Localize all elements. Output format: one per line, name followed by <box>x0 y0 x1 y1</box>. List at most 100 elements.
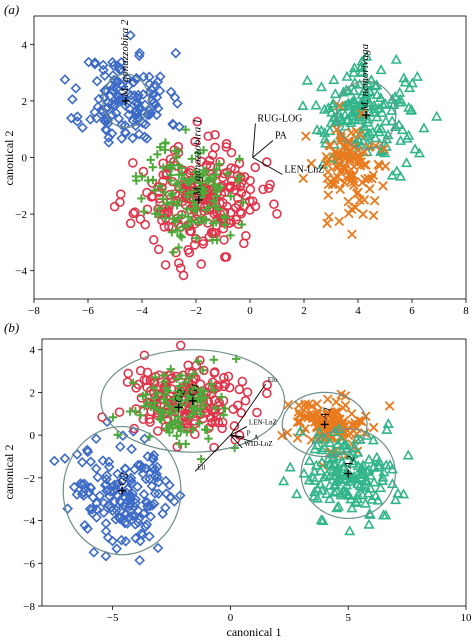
data-point <box>374 161 385 171</box>
data-point <box>155 204 164 213</box>
data-point <box>236 208 247 219</box>
data-point <box>109 201 120 212</box>
data-point <box>333 172 343 182</box>
data-point <box>250 162 261 173</box>
data-point <box>174 197 183 206</box>
data-point <box>196 259 207 269</box>
data-point <box>386 115 398 126</box>
data-point <box>269 199 279 209</box>
data-point <box>156 143 165 152</box>
data-point <box>195 390 204 399</box>
data-point <box>134 47 145 59</box>
data-point <box>116 189 126 199</box>
series-diamond <box>49 416 186 566</box>
data-point <box>315 124 327 135</box>
data-point <box>191 206 200 215</box>
data-point <box>91 112 102 124</box>
data-point <box>347 457 360 468</box>
data-point <box>277 430 287 441</box>
data-point <box>354 415 364 426</box>
data-point <box>389 494 402 505</box>
data-point <box>411 70 423 81</box>
data-point <box>128 158 138 168</box>
data-point <box>109 479 120 491</box>
data-point <box>340 120 352 131</box>
data-point <box>96 104 108 116</box>
data-point <box>381 423 393 434</box>
data-point <box>335 489 347 500</box>
centroid-marker <box>194 195 203 204</box>
data-point <box>173 213 182 223</box>
data-point <box>198 366 208 375</box>
data-point <box>111 543 123 555</box>
data-point <box>142 451 154 462</box>
data-point <box>351 152 362 163</box>
data-point <box>112 75 124 87</box>
data-point <box>195 419 204 428</box>
data-point <box>98 497 110 509</box>
data-point <box>303 474 315 485</box>
data-point <box>392 487 404 498</box>
vector-label: PA <box>275 131 288 142</box>
data-point <box>171 217 180 227</box>
data-point <box>144 500 156 512</box>
data-point <box>145 108 156 120</box>
data-point <box>345 171 355 182</box>
data-point <box>167 228 177 237</box>
data-point <box>262 380 272 390</box>
data-point <box>120 463 131 475</box>
data-point <box>140 521 151 533</box>
data-point <box>402 449 414 460</box>
data-point <box>204 434 213 443</box>
data-point <box>398 72 410 83</box>
data-point <box>322 173 333 184</box>
data-point <box>362 100 375 111</box>
data-point <box>143 398 152 407</box>
data-point <box>221 252 232 262</box>
data-point <box>188 187 197 197</box>
data-point <box>291 488 303 499</box>
data-point <box>346 127 356 138</box>
y-tick-label: 0 <box>22 153 28 165</box>
data-point <box>164 479 175 491</box>
data-point <box>368 422 379 433</box>
data-point <box>362 77 374 88</box>
data-point <box>160 260 171 270</box>
data-point <box>114 407 125 417</box>
data-point <box>161 138 170 147</box>
data-point <box>330 465 342 476</box>
data-point <box>223 169 232 178</box>
data-point <box>192 173 201 182</box>
data-point <box>193 395 202 404</box>
data-point <box>303 455 316 466</box>
data-point <box>226 147 237 158</box>
data-point <box>226 191 235 201</box>
data-point <box>135 459 146 471</box>
data-point <box>181 439 190 449</box>
data-point <box>128 76 140 88</box>
data-point <box>396 124 408 135</box>
data-point <box>190 136 200 147</box>
data-point <box>214 397 224 408</box>
data-point <box>130 532 141 544</box>
series-diamond <box>59 30 185 148</box>
data-point <box>356 471 368 482</box>
data-point <box>239 238 249 249</box>
data-point <box>363 453 375 464</box>
data-point <box>166 364 175 374</box>
data-point <box>91 498 103 509</box>
data-point <box>138 489 150 500</box>
data-point <box>128 378 138 387</box>
data-point <box>247 196 258 206</box>
data-point <box>150 393 159 403</box>
panel-a-y-axis-label: canonical 2 <box>2 131 16 186</box>
data-point <box>252 407 262 418</box>
data-point <box>158 194 168 204</box>
data-point <box>111 478 123 490</box>
data-point <box>272 209 282 219</box>
data-point <box>98 507 110 518</box>
data-point <box>391 165 403 176</box>
data-point <box>365 469 377 480</box>
data-point <box>160 502 171 514</box>
data-point <box>176 231 185 240</box>
